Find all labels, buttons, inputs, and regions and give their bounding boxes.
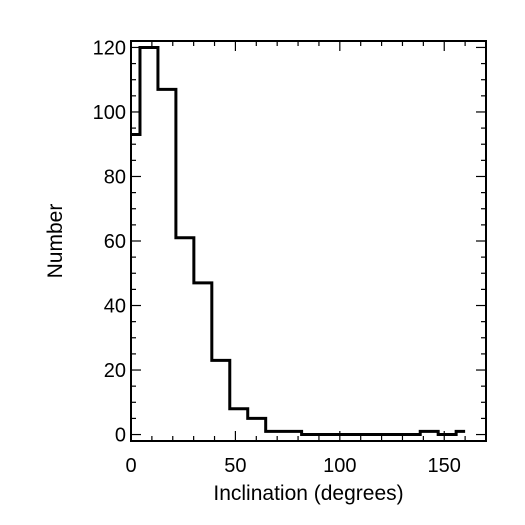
axis-ticks [130,41,486,441]
y-axis-label: Number [44,204,67,279]
x-tick-label: 100 [323,455,356,477]
plot-frame [130,40,487,442]
x-tick-label: 0 [125,455,136,477]
x-tick-labels: 0 50 100 150 [125,455,460,477]
y-tick-label: 40 [104,296,126,318]
y-tick-label: 100 [93,102,126,124]
y-tick-label: 0 [115,425,126,447]
y-tick-label: 20 [104,360,126,382]
x-axis-label: Inclination (degrees) [213,482,403,505]
y-tick-label: 60 [104,231,126,253]
y-tick-labels: 0 20 40 60 80 100 120 [93,37,126,446]
x-tick-label: 50 [224,455,246,477]
y-tick-label: 80 [104,166,126,188]
y-tick-label: 120 [93,37,126,59]
x-tick-label: 150 [428,455,461,477]
histogram-outline [131,45,466,437]
